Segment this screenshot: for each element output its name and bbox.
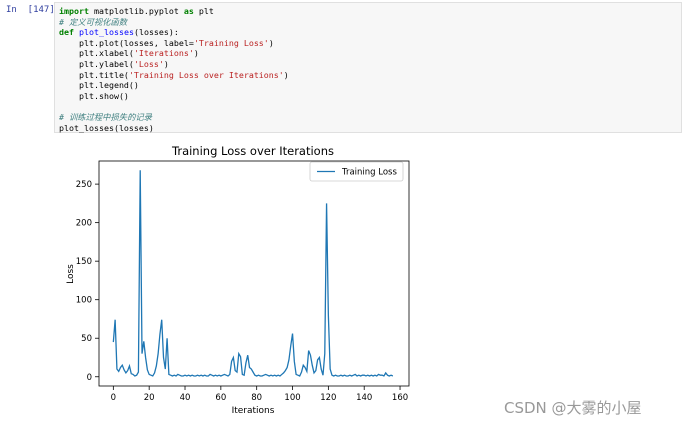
code-token: (losses): [133, 27, 179, 38]
code-token: as [183, 6, 194, 16]
x-tick-label: 20 [144, 393, 155, 403]
cell-output: Training Loss over Iterations 0 50 100 150 2… [54, 140, 434, 425]
watermark: CSDN @大雾的小屋 [504, 399, 642, 417]
loss-line-chart: Training Loss over Iterations 0 50 100 150 2… [66, 144, 410, 416]
x-tick-label: 80 [251, 393, 262, 403]
code-token: plt.title( [59, 69, 129, 80]
y-tick-label: 150 [76, 257, 92, 267]
code-token: plt [193, 6, 214, 16]
code-line: plt.legend() [59, 80, 289, 91]
y-axis-ticks: 0 50 100 150 200 250 [76, 180, 99, 383]
code-editor[interactable]: import matplotlib.pyplot as plt # 定义可视化函数… [59, 6, 289, 133]
code-token: plot_losses [79, 27, 134, 38]
code-token: ) [163, 58, 169, 69]
code-line: plot_losses(losses) [59, 123, 289, 134]
code-token: 'Iterations' [133, 48, 194, 59]
code-token: # 定义可视化函数 [59, 16, 128, 27]
y-tick-label: 250 [76, 180, 92, 190]
code-token: plot_losses(losses) [59, 122, 154, 133]
x-tick-label: 120 [320, 393, 336, 403]
x-tick-label: 140 [356, 393, 372, 403]
plot-area [98, 160, 410, 387]
legend-label: Training Loss [341, 168, 397, 178]
x-tick-label: 40 [180, 393, 191, 403]
code-token: import [59, 6, 89, 16]
code-token: matplotlib.pyplot [88, 6, 184, 16]
code-line: plt.title('Training Loss over Iterations… [59, 70, 289, 81]
x-tick-label: 60 [215, 393, 226, 403]
code-line: plt.plot(losses, label='Training Loss') [59, 38, 289, 49]
code-token: 'Training Loss' [193, 37, 269, 48]
code-line [59, 101, 289, 112]
code-token: # 训练过程中损失的记录 [59, 111, 152, 122]
code-token: plt.ylabel( [59, 58, 134, 69]
series-training-loss-line [112, 170, 394, 377]
code-token [59, 101, 64, 111]
y-tick-label: 200 [76, 219, 92, 229]
code-token: 'Training Loss over Iterations' [128, 69, 284, 80]
y-tick-label: 50 [81, 334, 92, 344]
code-line: plt.xlabel('Iterations') [59, 48, 289, 59]
code-token: plt.xlabel( [59, 48, 134, 59]
y-tick-label: 100 [76, 296, 92, 306]
code-line: def plot_losses(losses): [59, 27, 289, 38]
cell-prompt: In [147]: [6, 5, 61, 15]
chart-title: Training Loss over Iterations [171, 144, 334, 158]
code-token: ) [283, 69, 289, 80]
x-tick-label: 100 [284, 393, 300, 403]
code-token: def [59, 27, 74, 38]
code-line: plt.ylabel('Loss') [59, 59, 289, 70]
x-axis-ticks: 0 20 40 60 80 100 120 140 160 [111, 386, 408, 403]
code-line: # 定义可视化函数 [59, 17, 289, 28]
legend-box [309, 161, 404, 182]
code-token: plt.legend() [59, 80, 139, 91]
code-token: ) [268, 37, 274, 48]
code-cell[interactable]: import matplotlib.pyplot as plt # 定义可视化函数… [54, 2, 682, 133]
code-token: plt.show() [59, 90, 129, 101]
legend: Training Loss [309, 161, 404, 182]
x-axis-label: Iterations [232, 406, 275, 416]
code-token: plt.plot(losses, label= [59, 37, 194, 48]
code-token: ) [193, 48, 199, 59]
code-token: 'Loss' [133, 58, 164, 69]
code-line: # 训练过程中损失的记录 [59, 112, 289, 123]
code-line: plt.show() [59, 91, 289, 102]
x-tick-label: 160 [392, 393, 408, 403]
y-tick-label: 0 [87, 373, 92, 383]
x-tick-label: 0 [111, 393, 116, 403]
y-axis-label: Loss [66, 264, 76, 284]
code-line: import matplotlib.pyplot as plt [59, 6, 289, 17]
